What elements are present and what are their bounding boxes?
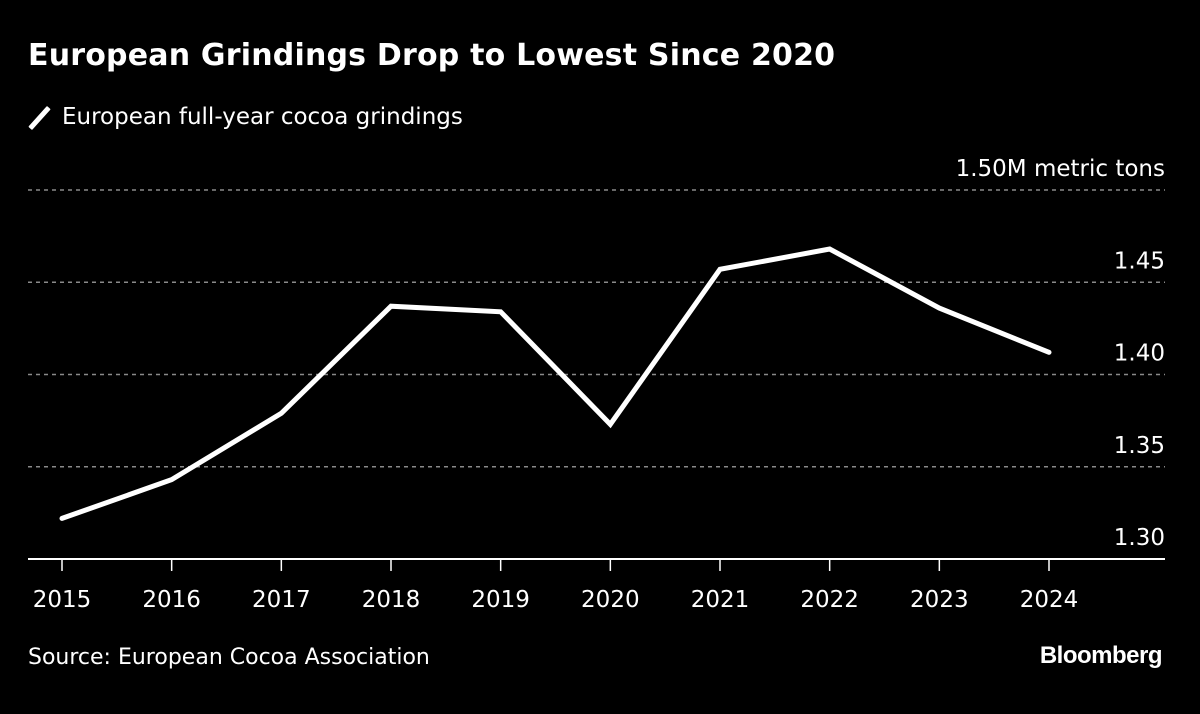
x-tick-label: 2022 <box>800 587 859 613</box>
y-tick-label: 1.30 <box>1114 525 1165 551</box>
gridlines <box>28 189 1165 468</box>
x-tick-label: 2015 <box>33 587 92 613</box>
legend-label: European full-year cocoa grindings <box>62 104 463 130</box>
bloomberg-logo: Bloomberg <box>1039 642 1163 669</box>
x-tick-label: 2024 <box>1020 587 1079 613</box>
series-group <box>59 246 1052 521</box>
x-tick-label: 2020 <box>581 587 640 613</box>
y-axis-labels: 1.30 1.35 1.40 1.45 1.50M metric tons <box>956 156 1165 551</box>
series-line <box>59 246 1052 521</box>
y-tick-label: 1.35 <box>1114 433 1165 459</box>
x-tick-label: 2016 <box>142 587 201 613</box>
y-tick-label: 1.45 <box>1114 248 1165 274</box>
x-tick-label: 2023 <box>910 587 969 613</box>
x-tick-label: 2017 <box>252 587 311 613</box>
chart-title: European Grindings Drop to Lowest Since … <box>28 38 836 73</box>
x-tick-label: 2019 <box>471 587 530 613</box>
legend: European full-year cocoa grindings <box>28 104 463 130</box>
x-axis: 2015 2016 2017 2018 2019 2020 2021 2022 2023 2024 <box>28 558 1165 613</box>
y-tick-label: 1.40 <box>1114 341 1165 367</box>
source-note: Source: European Cocoa Association <box>28 645 430 670</box>
y-tick-label: 1.50M metric tons <box>956 156 1165 182</box>
x-tick-label: 2021 <box>691 587 750 613</box>
x-tick-label: 2018 <box>362 587 421 613</box>
